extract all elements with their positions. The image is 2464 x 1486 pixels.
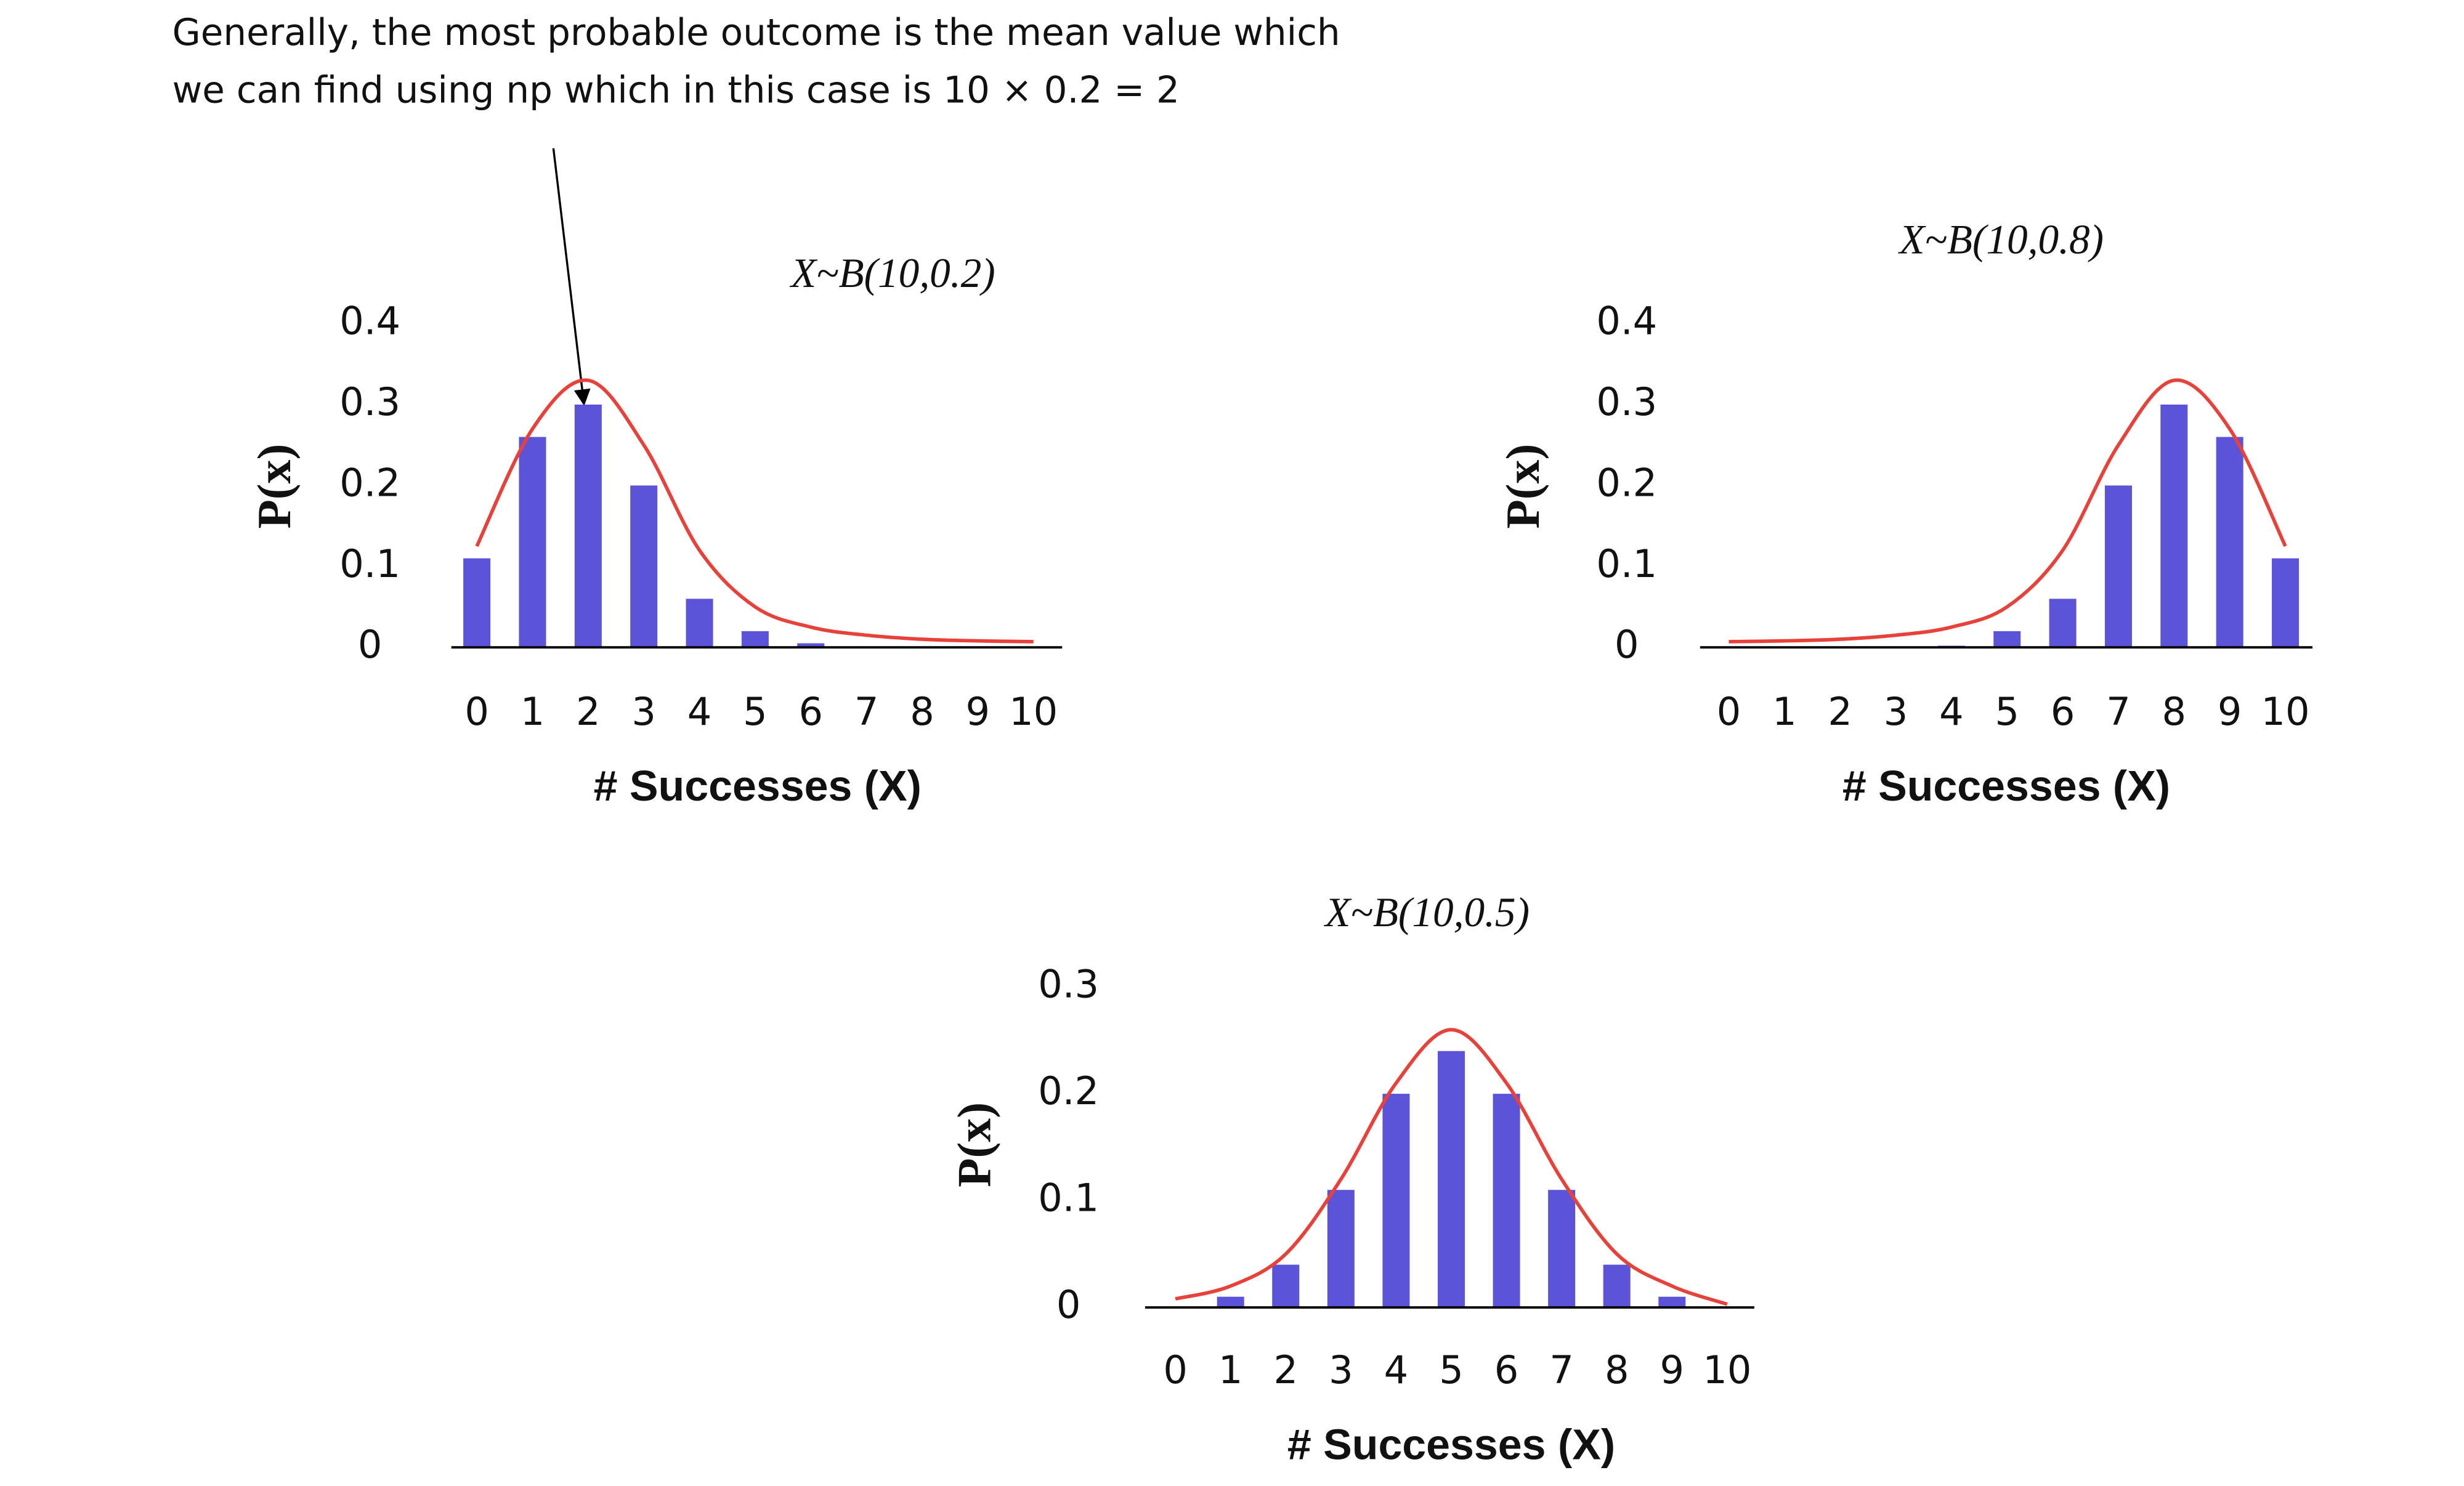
x-tick-label: 3 xyxy=(1329,1347,1353,1392)
x-tick-label: 9 xyxy=(2218,689,2242,734)
x-tick-label: 5 xyxy=(743,689,768,734)
x-tick-label: 0 xyxy=(1163,1347,1188,1392)
x-tick-label: 7 xyxy=(854,689,879,734)
y-axis-title: P(x) xyxy=(1496,444,1549,529)
curve xyxy=(1728,378,2287,644)
x-tick-label: 6 xyxy=(2051,689,2075,734)
x-axis-title: # Successes (X) xyxy=(1287,1420,1615,1468)
bar xyxy=(574,404,602,648)
chart-title: X~B(10,0.5) xyxy=(1323,889,1530,935)
y-tick-label: 0.2 xyxy=(1596,460,1657,505)
bar xyxy=(2049,599,2077,648)
y-tick-label: 0.4 xyxy=(339,299,400,344)
x-tick-label: 10 xyxy=(1703,1347,1751,1392)
y-tick-label: 0.3 xyxy=(339,379,400,424)
x-tick-label: 6 xyxy=(1494,1347,1519,1392)
curve xyxy=(475,378,1034,644)
y-tick-label: 0.2 xyxy=(339,460,400,505)
x-tick-label: 0 xyxy=(464,689,489,734)
annotation-line: Generally, the most probable outcome is … xyxy=(172,12,1340,54)
y-tick-label: 0 xyxy=(358,622,383,667)
x-tick-label: 1 xyxy=(1772,689,1797,734)
y-tick-label: 0.1 xyxy=(1596,541,1657,586)
bar xyxy=(1382,1094,1410,1308)
bar xyxy=(797,643,825,648)
y-tick-label: 0 xyxy=(1615,622,1639,667)
x-tick-label: 8 xyxy=(910,689,934,734)
bar xyxy=(2216,437,2243,648)
y-tick-label: 0.1 xyxy=(1038,1176,1099,1221)
y-tick-label: 0 xyxy=(1056,1282,1081,1327)
x-tick-label: 4 xyxy=(1384,1347,1409,1392)
y-tick-label: 0.4 xyxy=(1596,299,1657,344)
x-tick-label: 4 xyxy=(687,689,712,734)
x-tick-label: 8 xyxy=(2162,689,2187,734)
bar xyxy=(2272,558,2300,648)
bar xyxy=(1993,631,2021,648)
x-tick-label: 2 xyxy=(1828,689,1852,734)
bar xyxy=(2160,404,2188,648)
x-tick-label: 1 xyxy=(1218,1347,1243,1392)
chart-title: X~B(10,0.2) xyxy=(789,250,995,296)
x-tick-label: 2 xyxy=(1273,1347,1298,1392)
bar xyxy=(630,485,658,648)
x-tick-label: 9 xyxy=(966,689,991,734)
annotation-line: we can find using np which in this case … xyxy=(172,69,1180,111)
curve xyxy=(1175,1028,1728,1306)
x-tick-label: 3 xyxy=(631,689,656,734)
y-tick-label: 0.2 xyxy=(1038,1068,1099,1113)
chart-title: X~B(10,0.8) xyxy=(1897,217,2104,263)
bar xyxy=(1327,1190,1355,1308)
bar xyxy=(463,558,491,648)
bar xyxy=(686,599,713,648)
x-tick-label: 9 xyxy=(1660,1347,1685,1392)
bar xyxy=(1437,1051,1465,1308)
y-axis-title: P(x) xyxy=(947,1102,1000,1187)
y-axis-title: P(x) xyxy=(248,444,301,529)
x-tick-label: 0 xyxy=(1717,689,1741,734)
x-tick-label: 6 xyxy=(798,689,823,734)
y-tick-label: 0.3 xyxy=(1596,379,1657,424)
bar xyxy=(1603,1264,1631,1308)
bar xyxy=(519,437,546,648)
x-tick-label: 5 xyxy=(1995,689,2019,734)
x-tick-label: 5 xyxy=(1439,1347,1464,1392)
x-tick-label: 1 xyxy=(521,689,545,734)
bar xyxy=(2104,485,2132,648)
bar xyxy=(1217,1296,1244,1308)
x-tick-label: 2 xyxy=(576,689,601,734)
annotation-arrow xyxy=(552,148,591,406)
bar xyxy=(1658,1296,1686,1308)
x-tick-label: 3 xyxy=(1884,689,1908,734)
x-tick-label: 4 xyxy=(1939,689,1964,734)
x-axis-title: # Successes (X) xyxy=(594,762,922,810)
bar xyxy=(1548,1190,1576,1308)
x-tick-label: 8 xyxy=(1605,1347,1629,1392)
x-axis-title: # Successes (X) xyxy=(1842,762,2170,810)
y-tick-label: 0.1 xyxy=(339,541,400,586)
bar xyxy=(1272,1264,1300,1308)
x-tick-label: 7 xyxy=(2106,689,2131,734)
x-tick-label: 10 xyxy=(1009,689,1058,734)
bar xyxy=(1493,1094,1520,1308)
x-tick-label: 10 xyxy=(2261,689,2310,734)
y-tick-label: 0.3 xyxy=(1038,962,1099,1007)
bar xyxy=(741,631,769,648)
x-tick-label: 7 xyxy=(1549,1347,1574,1392)
